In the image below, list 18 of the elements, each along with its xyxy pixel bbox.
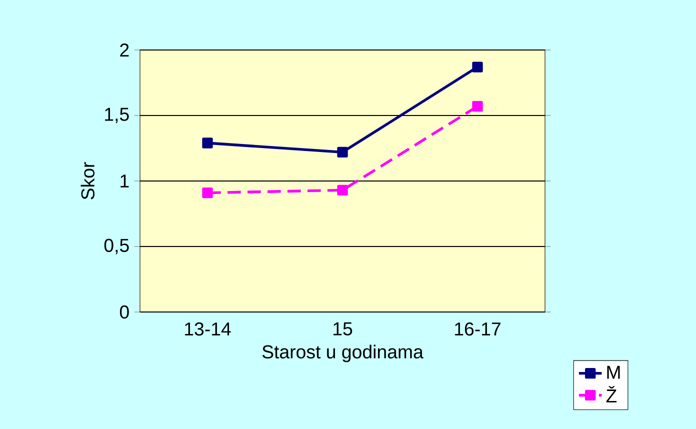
x-tick-label: 16-17 bbox=[455, 322, 500, 336]
point bbox=[472, 100, 483, 112]
point bbox=[472, 62, 483, 72]
x-axis-title: Starost u godinama bbox=[262, 344, 424, 362]
y-axis-title: Skor bbox=[80, 162, 95, 200]
x-tick-label: 15 bbox=[334, 322, 352, 336]
point bbox=[202, 138, 213, 148]
point bbox=[337, 146, 348, 158]
legend-label: Ž bbox=[606, 386, 617, 402]
y-tick-label: 0 bbox=[120, 305, 129, 319]
legend-label: M bbox=[607, 366, 620, 379]
x-tick-label: 13-14 bbox=[185, 322, 231, 336]
y-tick-label: 1,5 bbox=[105, 108, 129, 124]
point bbox=[202, 187, 213, 198]
point bbox=[337, 184, 348, 196]
y-tick-label: 0,5 bbox=[104, 238, 129, 254]
y-tick-label: 2 bbox=[120, 43, 129, 57]
y-tick-label: 1 bbox=[120, 174, 129, 188]
